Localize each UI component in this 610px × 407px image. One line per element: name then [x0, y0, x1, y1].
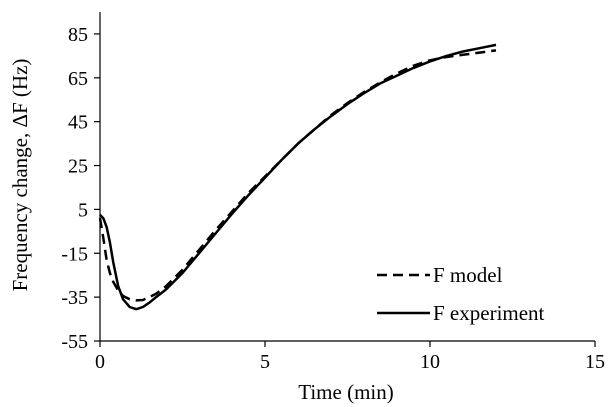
- y-axis-title: Frequency change, ΔF (Hz): [8, 59, 32, 292]
- y-tick-label: -15: [61, 243, 88, 265]
- y-tick-label: 5: [78, 199, 88, 221]
- legend: F model F experiment: [377, 263, 545, 325]
- y-axis-ticks: -55 -35 -15 5 25 45 65 85: [61, 24, 100, 353]
- legend-label-f-model: F model: [433, 263, 503, 287]
- legend-label-f-experiment: F experiment: [433, 301, 545, 325]
- y-tick-label: -55: [61, 331, 88, 353]
- x-axis-title: Time (min): [298, 380, 393, 404]
- y-tick-label: -35: [61, 287, 88, 309]
- axes: [99, 12, 595, 342]
- y-tick-label: 65: [68, 68, 88, 90]
- x-tick-label: 5: [260, 351, 270, 373]
- series-layer: [98, 43, 497, 311]
- series-line-f-model: [98, 49, 497, 302]
- y-tick-label: 25: [68, 156, 88, 178]
- y-tick-label: 85: [68, 24, 88, 46]
- x-tick-label: 10: [420, 351, 440, 373]
- x-tick-label: 15: [585, 351, 605, 373]
- x-axis-ticks: 0 5 10 15: [95, 341, 605, 373]
- y-tick-label: 45: [68, 112, 88, 134]
- x-tick-label: 0: [95, 351, 105, 373]
- series-line-f-experiment: [99, 43, 497, 311]
